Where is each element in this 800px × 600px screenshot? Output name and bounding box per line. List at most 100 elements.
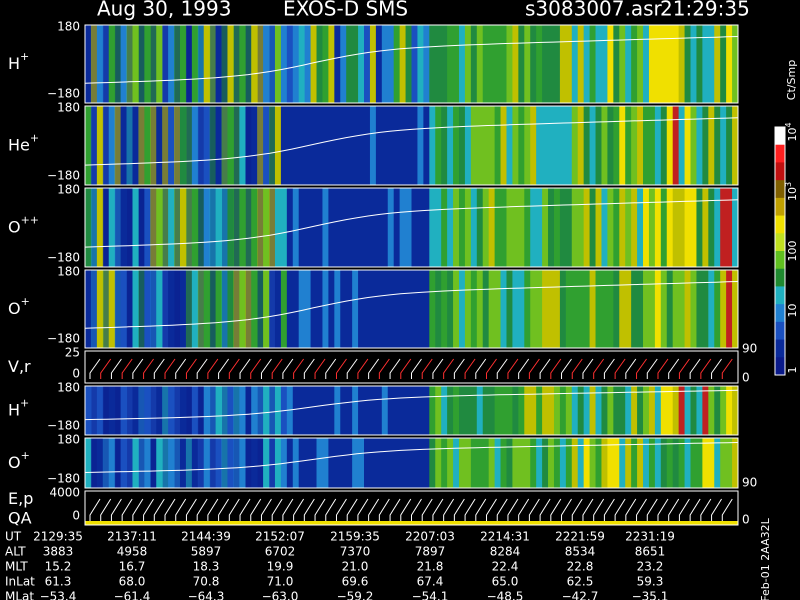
spectrogram-column [108,25,116,103]
spectrogram-column [334,386,341,435]
spectrogram-column [269,438,276,488]
spectrogram-column [702,106,709,185]
spectrogram-column [369,386,377,435]
spectrogram-column [720,438,727,488]
spectrogram-column [464,386,472,435]
spectrogram-column [310,438,318,488]
colorbar-cell [775,304,785,323]
cell: 2159:35 [330,530,380,544]
spectrogram-column [595,438,602,488]
spectrogram-column [607,25,614,103]
spectrogram-column [690,270,697,348]
spectrogram-column [340,386,347,435]
sawtooth [518,498,530,521]
spectrogram-column [399,106,407,185]
cell: 7897 [415,545,446,559]
spectrogram-column [637,106,644,185]
spectrogram-column [702,386,709,435]
spectrogram-column [518,386,525,435]
spectrogram-column [358,270,365,348]
spectrogram-column [221,106,228,185]
spectrogram-column [601,188,608,267]
spectrogram-column [114,438,122,488]
spectrogram-column [191,106,199,185]
spectrogram-column [542,25,549,103]
sawtooth [346,498,358,521]
species: H [8,400,20,419]
species: E,p [8,489,33,508]
spectrogram-column [696,386,703,435]
spectrogram-column [506,25,513,103]
spectrogram-column [328,270,335,348]
spectrogram-column [340,106,347,185]
cell: 19.9 [267,560,294,574]
spectrogram-column [114,270,122,348]
spectrogram-column [530,438,537,488]
spectrogram-column [144,438,151,488]
cell: 15.2 [45,560,72,574]
spectrogram-column [613,270,620,348]
spectrogram-column [381,438,389,488]
spectrogram-column [85,25,92,103]
spectrogram-column [702,438,709,488]
panel-label-2: QA [8,509,32,528]
spectrogram-column [613,438,620,488]
spectrogram-column [619,438,626,488]
spectrogram-column [726,25,733,103]
sawtooth [700,358,712,379]
sawtooth [550,498,562,521]
spectrogram-column [233,25,240,103]
sawtooth [260,358,272,379]
sawtooth [496,358,508,379]
sawtooth [389,498,401,521]
species: O [8,299,21,318]
spectrogram-column [191,188,199,267]
spectrogram-column [643,25,650,103]
spectrogram-column [375,270,383,348]
tick-label: 180 [57,183,80,197]
spectrogram-column [263,25,270,103]
spectrogram-column [536,25,543,103]
spectrogram-column [280,270,288,348]
spectrogram-column [601,270,608,348]
spectrogram-column [589,270,597,348]
trace [84,389,739,421]
spectrogram-column [559,25,567,103]
charge: + [21,449,30,462]
spectrogram-column [316,386,323,435]
spectrogram-column [512,386,519,435]
spectrogram-column [577,188,585,267]
spectrogram-column [631,438,638,488]
spectrogram-column [114,106,122,185]
spectrogram-column [672,106,680,185]
spectrogram-column [666,438,674,488]
spectrogram-column [595,270,602,348]
spectrogram-column [423,386,430,435]
spectrogram-column [185,188,193,267]
right-tick-label: 90 [742,342,757,356]
sawtooth [89,358,101,379]
species: V,r [8,357,31,376]
sawtooth [603,358,615,379]
spectrogram-column [257,188,264,267]
spectrogram-column [488,25,496,103]
spectrogram-column [542,270,549,348]
sawtooth [625,358,637,379]
spectrogram-column [90,386,98,435]
spectrogram-column [174,386,181,435]
sawtooth [143,358,154,379]
spectrogram-column [322,188,329,267]
spectrogram-column [530,188,537,267]
sawtooth [260,498,272,521]
spectrogram-column [637,270,644,348]
spectrogram-column [364,25,371,103]
spectrogram-column [637,386,644,435]
spectrogram-column [601,386,608,435]
spectrogram-column [245,386,252,435]
spectrogram-column [732,106,739,185]
spectrogram-column [595,25,602,103]
spectrogram-column [245,270,252,348]
spectrogram-column [559,386,567,435]
spectrogram-column [274,25,282,103]
colorbar-label: 1 [786,367,799,374]
